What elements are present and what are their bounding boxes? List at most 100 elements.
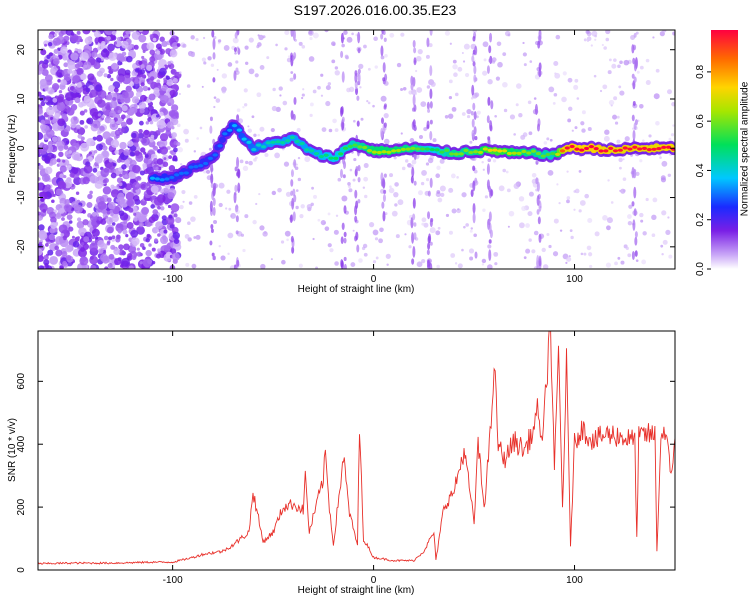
noise-dot [178, 71, 182, 75]
noise-streak [235, 67, 239, 73]
noise-streak [382, 194, 386, 203]
noise-streak [429, 130, 433, 141]
noise-streak [235, 215, 239, 223]
noise-dot [662, 239, 668, 245]
ridge-core [183, 171, 189, 175]
noise-streak [427, 108, 431, 113]
noise-dot [464, 72, 470, 78]
noise-dot [145, 121, 150, 125]
noise-streak [633, 168, 637, 179]
noise-dot [162, 187, 169, 194]
noise-dot [163, 79, 168, 84]
noise-streak [212, 187, 216, 197]
noise-streak [355, 165, 359, 172]
noise-dot [425, 177, 430, 182]
noise-dot [152, 209, 159, 215]
noise-dot [358, 63, 364, 69]
noise-streak [535, 177, 539, 185]
noise-streak [538, 69, 542, 78]
noise-dot [253, 133, 257, 137]
noise-streak [292, 30, 296, 41]
noise-dot [56, 140, 65, 149]
noise-dot [408, 90, 413, 95]
noise-dot [421, 258, 426, 264]
noise-dot [85, 98, 95, 108]
noise-dot [481, 263, 485, 266]
noise-dot [97, 89, 107, 99]
noise-streak [473, 74, 477, 83]
noise-dot [556, 183, 559, 186]
noise-dot [97, 248, 104, 254]
noise-dot [589, 264, 593, 269]
noise-dot [533, 182, 536, 185]
noise-streak [473, 126, 477, 135]
noise-streak [340, 32, 344, 44]
noise-dot [166, 78, 174, 87]
noise-dot [102, 179, 107, 184]
noise-dot [165, 130, 172, 136]
noise-dot [554, 72, 557, 75]
noise-dot [138, 128, 143, 134]
noise-streak [411, 232, 415, 244]
noise-streak [411, 258, 415, 265]
noise-dot [123, 243, 130, 251]
noise-dot [325, 100, 331, 107]
noise-dot [559, 229, 563, 232]
noise-dot [72, 240, 80, 248]
noise-dot [111, 123, 116, 128]
noise-dot [284, 47, 288, 51]
noise-dot [61, 217, 65, 221]
noise-dot [466, 114, 471, 119]
ridge-core [453, 152, 459, 156]
noise-dot [465, 223, 469, 227]
noise-streak [487, 137, 491, 146]
noise-dot [106, 94, 113, 101]
noise-dot [469, 229, 473, 233]
noise-dot [131, 237, 140, 246]
noise-dot [461, 192, 467, 198]
noise-dot [401, 166, 406, 171]
noise-dot [73, 176, 82, 186]
noise-streak [413, 47, 417, 54]
noise-dot [298, 41, 303, 46]
noise-dot [386, 263, 389, 266]
noise-dot [153, 145, 159, 151]
noise-dot [79, 119, 85, 125]
noise-dot [125, 183, 133, 191]
noise-dot [275, 106, 281, 112]
noise-dot [47, 87, 55, 95]
noise-dot [396, 62, 402, 68]
noise-dot [473, 233, 477, 238]
noise-dot [102, 150, 109, 158]
noise-dot [55, 188, 63, 196]
noise-dot [38, 177, 41, 181]
noise-dot [641, 259, 647, 265]
noise-dot [416, 87, 423, 93]
ridge-core [477, 150, 484, 155]
noise-dot [328, 128, 333, 133]
ridge-core [169, 175, 175, 180]
noise-dot [445, 213, 450, 218]
noise-dot [112, 97, 117, 102]
noise-dot [156, 50, 161, 55]
noise-dot [374, 237, 379, 241]
noise-dot [134, 142, 139, 148]
noise-dot [38, 248, 43, 256]
noise-dot [358, 258, 363, 263]
noise-dot [603, 135, 610, 142]
noise-streak [426, 101, 430, 110]
noise-dot [104, 266, 109, 269]
noise-dot [110, 172, 117, 179]
noise-streak [357, 31, 361, 44]
noise-dot [52, 97, 58, 103]
noise-dot [106, 197, 112, 203]
ridge-core [260, 145, 267, 149]
noise-streak [472, 165, 476, 172]
ridge-core [574, 147, 580, 151]
noise-streak [427, 211, 431, 220]
noise-streak [470, 110, 474, 116]
noise-dot [54, 113, 60, 119]
noise-dot [311, 186, 314, 190]
noise-dot [225, 207, 228, 210]
noise-dot [171, 104, 179, 112]
